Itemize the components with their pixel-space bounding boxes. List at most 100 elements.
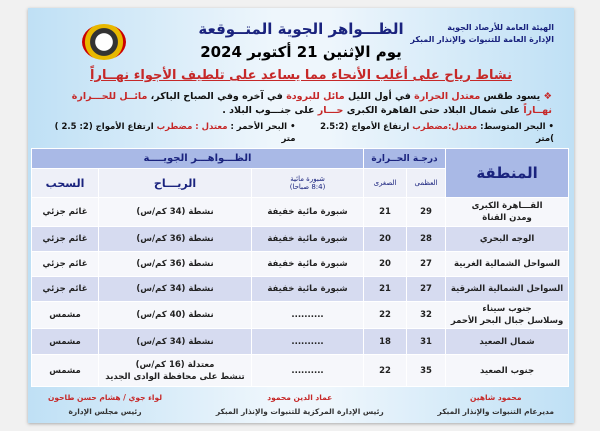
min-temp: 22 xyxy=(363,301,408,329)
wind-value: معتدلة (16 كم/س) xyxy=(135,359,215,370)
max-temp: 27 xyxy=(406,276,447,302)
wind-value: نشطة (34 كم/س) xyxy=(136,284,214,294)
wind-value: نشطة (40 كم/س) xyxy=(136,310,214,320)
max-temp: 28 xyxy=(406,226,447,252)
min-temp: 18 xyxy=(363,328,408,355)
wind-cell: نشطة (34 كم/س) xyxy=(98,197,253,227)
desc-text: معتدل الحرارة xyxy=(414,91,481,102)
region-name: شمال الصعيد xyxy=(479,336,535,347)
bullet-icon: ❖ xyxy=(543,91,552,102)
region-name: جنوب سيناء xyxy=(482,304,532,314)
max-temp: 32 xyxy=(406,301,447,329)
max-temp: 35 xyxy=(406,354,447,387)
table-row: السواحل الشمالية الشرقية 27 21 شبورة مائ… xyxy=(30,276,570,302)
red-sea: • البحر الأحمر : معتدل : مضطرب ارتفاع ال… xyxy=(54,122,296,144)
region-cell: جنوب سيناء وسلاسل جبال البحر الأحمر xyxy=(445,301,570,329)
headline: نشاط رياح على أغلب الأنحاء مما يساعد على… xyxy=(90,68,512,83)
max-temp: 31 xyxy=(406,328,447,355)
wave-height: ارتفاع الأمواج (2: 2.5 ) متر xyxy=(54,122,296,144)
table-row: القـــاهرة الكبرى ومدن القناة 29 21 شبورة… xyxy=(30,197,570,227)
table-row: الوجه البحري 28 20 شبورة مائية خفيفة نشط… xyxy=(30,226,570,252)
sea-state: معتدل : مضطرب xyxy=(156,122,228,132)
clouds-cell: غائم جزئي xyxy=(30,226,100,252)
clouds-cell: مشمس xyxy=(30,301,100,329)
fog-cell: شبورة مائية خفيفة xyxy=(251,197,365,227)
forecast-date: يوم الإثنين 21 أكتوبر 2024 xyxy=(200,43,402,61)
wind-value: نشطة (36 كم/س) xyxy=(136,234,214,244)
signature-2: عماد الدين محمود رئيس الإدارة المركزية لل… xyxy=(216,391,384,419)
region-cell: السواحل الشمالية الشرقية xyxy=(445,276,570,302)
min-header: الصغرى xyxy=(363,168,408,198)
fog-cell: شبورة مائية خفيفة xyxy=(251,276,365,302)
clouds-cell: غائم جزئي xyxy=(30,197,100,227)
fog-label: شبورة مائية xyxy=(290,175,325,183)
temperature-header: درجـة الحــرارة xyxy=(363,148,447,169)
table-row: جنوب الصعيد 35 22 .......... معتدلة (16 … xyxy=(30,354,570,387)
signatory-role: رئيس الإدارة المركزية للتنبوات والإنذار … xyxy=(215,407,384,416)
sea-state: معتدل:مضطرب xyxy=(412,122,478,132)
region-name: السواحل الشمالية الشرقية xyxy=(450,284,564,294)
fog-time: (8:4 صباحا) xyxy=(289,183,326,191)
region-cell: شمال الصعيد xyxy=(445,328,570,355)
min-temp: 22 xyxy=(363,354,408,387)
wind-cell: نشطة (36 كم/س) xyxy=(98,251,253,277)
signatory-name: لواء جوي / هشام حسن طاحون xyxy=(48,393,163,402)
region-name-2: ومدن القناة xyxy=(482,213,532,223)
desc-text: في أول الليل xyxy=(344,91,415,102)
signatory-name: عماد الدين محمود xyxy=(267,393,333,402)
table-row: السواحل الشمالية الغربية 27 20 شبورة مائ… xyxy=(30,251,570,277)
signatory-role: مديرعام التنبوات والإنذار المبكر xyxy=(437,407,554,416)
sea-label: البحر الأحمر : xyxy=(230,122,288,132)
fog-cell: .......... xyxy=(251,354,365,387)
signatory-role: رئيس مجلس الإدارة xyxy=(68,407,142,416)
seas-row: • البحر المتوسط: معتدل:مضطرب ارتفاع الأم… xyxy=(44,121,554,145)
region-header: المنطقة xyxy=(445,148,570,198)
region-cell: الوجه البحري xyxy=(445,226,570,252)
desc-text: على جنـــوب البلاد . xyxy=(222,105,318,116)
organization: الهيئة العامة للأرصاد الجوية الإدارة الع… xyxy=(410,22,554,46)
min-temp: 20 xyxy=(363,251,408,277)
fog-cell: شبورة مائية خفيفة xyxy=(251,251,365,277)
wind-cell: نشطة (40 كم/س) xyxy=(98,301,253,329)
min-temp: 20 xyxy=(363,226,408,252)
desc-text: يسود طقس xyxy=(480,91,541,102)
clouds-header: السحب xyxy=(30,168,100,198)
fog-cell: .......... xyxy=(251,328,365,355)
table-row: شمال الصعيد 31 18 .......... نشطة (34 كم… xyxy=(30,328,570,355)
fog-header: شبورة مائية (8:4 صباحا) xyxy=(251,168,365,198)
page-title: الظـــواهر الجوية المتــوقعة xyxy=(198,20,404,38)
weather-description: ❖ يسود طقس معتدل الحرارة في أول الليل ما… xyxy=(50,90,552,118)
desc-text: في آخره وفي الصباح الباكر، xyxy=(147,91,287,102)
wave-height: ارتفاع الأمواج (2.5:2 )متر xyxy=(320,122,554,144)
wind-cell: نشطة (34 كم/س) xyxy=(98,328,253,355)
wind-note: تنشط على محافظة الوادى الجديد xyxy=(105,371,245,382)
fog-cell: شبورة مائية خفيفة xyxy=(251,226,365,252)
wind-cell: معتدلة (16 كم/س) تنشط على محافظة الوادى ا… xyxy=(98,354,253,387)
desc-text: على شمال البلاد حتى القاهرة الكبرى xyxy=(343,105,524,116)
region-name: جنوب الصعيد xyxy=(480,365,535,376)
mediterranean-sea: • البحر المتوسط: معتدل:مضطرب ارتفاع الأم… xyxy=(320,122,554,144)
wind-cell: نشطة (36 كم/س) xyxy=(98,226,253,252)
org-department: الإدارة العامة للتنبوات والإنذار المبكر xyxy=(410,35,554,44)
wind-value: نشطة (34 كم/س) xyxy=(136,207,214,217)
wind-cell: نشطة (34 كم/س) xyxy=(98,276,253,302)
signature-3: لواء جوي / هشام حسن طاحون رئيس مجلس الإدا… xyxy=(48,391,162,419)
sea-label: البحر المتوسط: xyxy=(480,122,546,132)
clouds-cell: مشمس xyxy=(30,328,100,355)
fog-cell: .......... xyxy=(251,301,365,329)
wind-value: نشطة (36 كم/س) xyxy=(136,259,214,269)
max-header: العظمى xyxy=(406,168,447,198)
forecast-bulletin: الهيئة العامة للأرصاد الجوية الإدارة الع… xyxy=(28,8,574,423)
clouds-cell: غائم جزئي xyxy=(30,276,100,302)
phenomena-header: الظـــواهـــر الجويــــة xyxy=(30,148,365,169)
signatory-name: محمود شاهين xyxy=(470,393,522,402)
min-temp: 21 xyxy=(363,276,408,302)
desc-text: حـــار xyxy=(317,105,344,116)
table-row: جنوب سيناء وسلاسل جبال البحر الأحمر 32 22… xyxy=(30,301,570,329)
region-name-2: وسلاسل جبال البحر الأحمر xyxy=(450,316,564,326)
max-temp: 27 xyxy=(406,251,447,277)
forecast-table: المنطقة درجـة الحــرارة الظـــواهـــر ال… xyxy=(30,148,570,387)
org-name: الهيئة العامة للأرصاد الجوية xyxy=(447,23,554,32)
region-cell: السواحل الشمالية الغربية xyxy=(445,251,570,277)
min-temp: 21 xyxy=(363,197,408,227)
